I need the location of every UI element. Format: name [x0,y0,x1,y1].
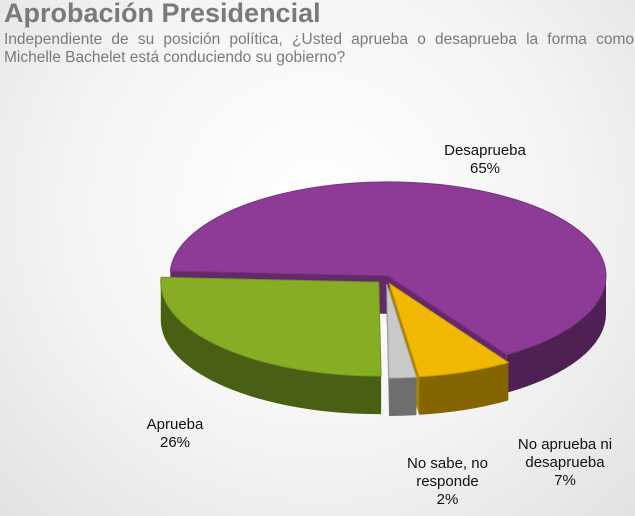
label-nsnr: No sabe, no responde 2% [407,455,488,508]
pie-slice-desaprueba [169,181,607,356]
pie-slice-no-aprueba-ni-desaprueba [388,282,510,378]
chart-subtitle: Independiente de su posición política, ¿… [4,31,634,66]
chart-title: Aprobación Presidencial [4,0,321,28]
label-ni-ni: No aprueba ni desaprueba 7% [517,436,613,489]
slice-side [389,377,417,416]
pie-slice-aprueba [160,276,382,377]
slice-side [160,282,382,415]
label-aprueba: Aprueba 26% [146,416,204,451]
slice-side [506,275,606,393]
label-desaprueba: Desaprueba 65% [444,142,526,177]
pie-slice-no-sabe-no-responde [386,283,417,379]
slice-side [419,362,509,415]
